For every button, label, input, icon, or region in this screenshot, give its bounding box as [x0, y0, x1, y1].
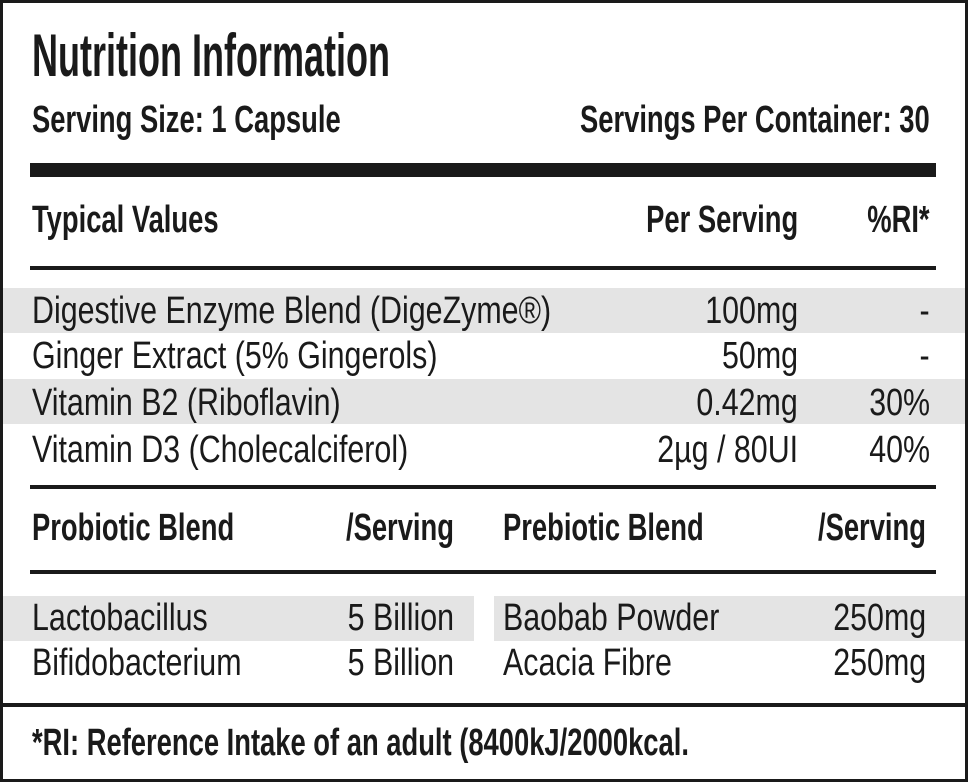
servings-per-container: Servings Per Container: 30: [580, 99, 930, 141]
per-serving: 50mg: [721, 335, 798, 377]
nutrient-name: Vitamin B2 (Riboflavin): [32, 382, 341, 424]
probiotic-amount: 5 Billion: [347, 597, 454, 639]
ri-percent: -: [919, 335, 930, 377]
prebiotic-amount: 250mg: [833, 642, 926, 684]
prebiotic-name: Baobab Powder: [503, 597, 720, 639]
column-header: Probiotic Blend: [32, 507, 235, 549]
column-header: /Serving: [346, 507, 454, 549]
rule: [3, 703, 965, 707]
serving-size: Serving Size: 1 Capsule: [32, 99, 341, 141]
row-shade: [3, 596, 474, 641]
nutrient-name: Vitamin D3 (Cholecalciferol): [32, 429, 409, 471]
nutrient-name: Digestive Enzyme Blend (DigeZyme®): [32, 290, 552, 332]
prebiotic-amount: 250mg: [833, 597, 926, 639]
row-shade: [494, 596, 965, 641]
ri-percent: 40%: [869, 429, 930, 471]
row-shade: [3, 379, 965, 424]
ri-percent: -: [919, 290, 930, 332]
rule: [30, 485, 936, 489]
column-header: %RI*: [867, 199, 930, 241]
rule: [30, 570, 936, 574]
rule: [30, 266, 936, 270]
thick-rule: [30, 163, 936, 177]
per-serving: 0.42mg: [696, 382, 798, 424]
ri-percent: 30%: [869, 382, 930, 424]
probiotic-name: Lactobacillus: [32, 597, 208, 639]
probiotic-name: Bifidobacterium: [32, 642, 242, 684]
row-shade: [3, 288, 965, 333]
footnote: *RI: Reference Intake of an adult (8400k…: [32, 722, 689, 764]
per-serving: 2µg / 80UI: [657, 429, 798, 471]
nutrient-name: Ginger Extract (5% Gingerols): [32, 335, 438, 377]
column-header: /Serving: [818, 507, 926, 549]
column-header: Prebiotic Blend: [503, 507, 704, 549]
per-serving: 100mg: [705, 290, 798, 332]
title: Nutrition Information: [32, 22, 390, 89]
column-header: Per Serving: [645, 199, 798, 241]
probiotic-amount: 5 Billion: [347, 642, 454, 684]
column-header: Typical Values: [32, 199, 219, 241]
prebiotic-name: Acacia Fibre: [503, 642, 672, 684]
